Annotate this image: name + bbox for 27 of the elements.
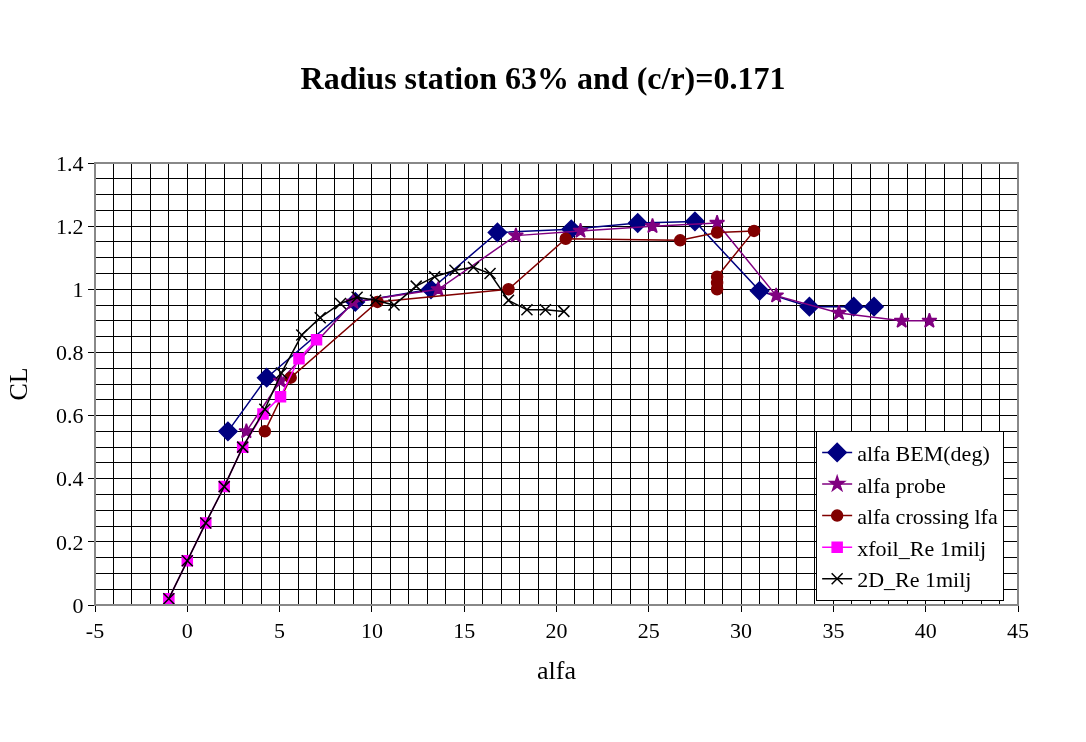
- x-tick-label: 25: [637, 618, 660, 644]
- y-tick-label: 1.4: [56, 150, 84, 176]
- x-tick-label: 35: [822, 618, 845, 644]
- legend-label: alfa probe: [857, 472, 946, 498]
- x-tick-label: 20: [545, 618, 568, 644]
- legend-label: xfoil_Re 1milj: [857, 535, 987, 561]
- x-tick-label: 0: [181, 618, 193, 644]
- y-axis-title: CL: [4, 367, 34, 401]
- x-tick-label: 40: [914, 618, 937, 644]
- legend-label: alfa crossing lfa: [857, 504, 998, 530]
- x-tick-label: 15: [453, 618, 476, 644]
- y-tick-label: 0: [72, 592, 84, 618]
- legend-label: alfa BEM(deg): [857, 440, 990, 466]
- x-tick-label: 5: [274, 618, 286, 644]
- y-tick-label: 0.4: [56, 466, 84, 492]
- y-tick-label: 1.2: [56, 213, 84, 239]
- x-tick-label: 45: [1007, 618, 1029, 644]
- x-axis-title: alfa: [537, 656, 577, 686]
- y-tick-label: 0.8: [56, 340, 84, 366]
- x-tick-label: 30: [730, 618, 753, 644]
- y-tick-label: 0.2: [56, 529, 84, 555]
- y-tick-label: 0.6: [56, 403, 84, 429]
- x-tick-label: 10: [360, 618, 383, 644]
- chart-title: Radius station 63% and (c/r)=0.171: [300, 60, 786, 97]
- y-tick-label: 1: [72, 276, 84, 302]
- legend-label: 2D_Re 1milj: [857, 567, 972, 593]
- x-tick-label: -5: [85, 618, 105, 644]
